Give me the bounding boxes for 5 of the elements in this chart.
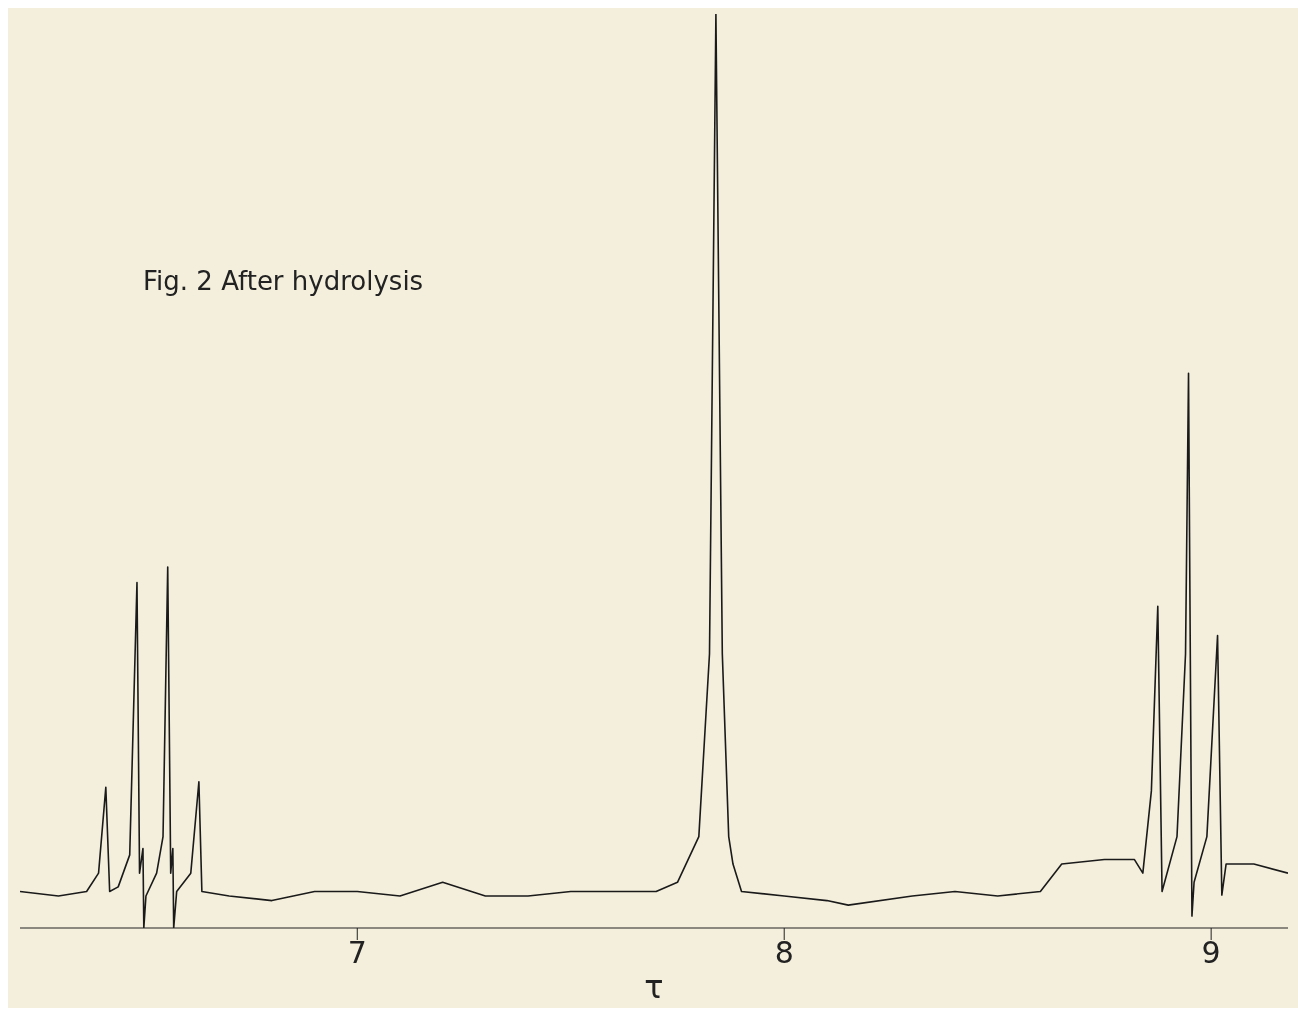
x-axis-title: τ bbox=[644, 968, 664, 1006]
text: Fig. 2 After hydrolysis bbox=[143, 266, 424, 296]
x-tick-label: 8 bbox=[774, 935, 794, 971]
x-tick-label: 9 bbox=[1201, 935, 1221, 971]
x-tick-label: 7 bbox=[347, 935, 367, 971]
